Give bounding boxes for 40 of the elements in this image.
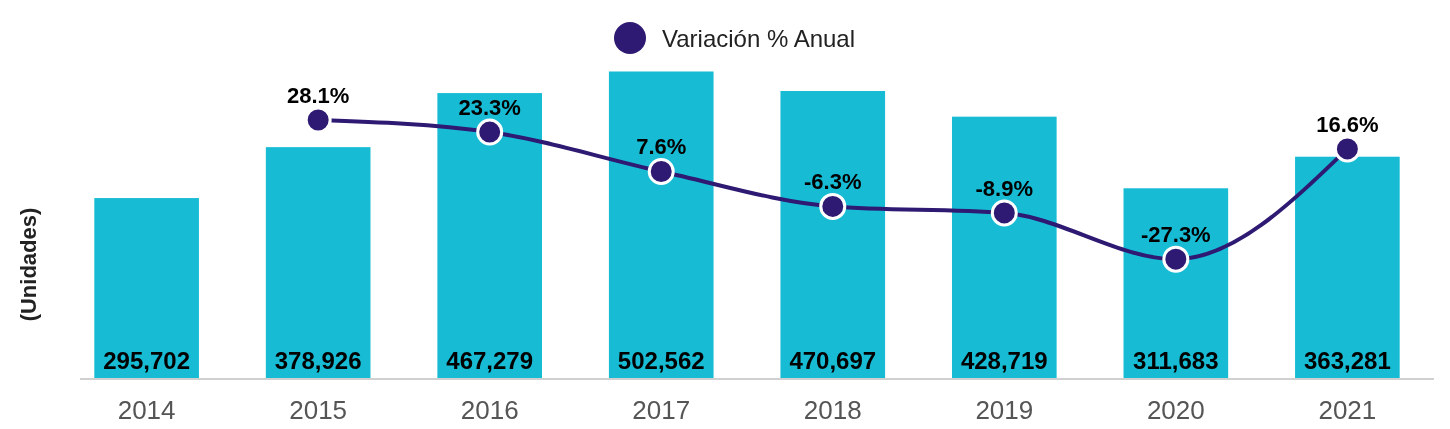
point — [304, 106, 332, 134]
point — [1162, 245, 1190, 273]
data-label: -8.9% — [975, 175, 1034, 201]
bar — [265, 147, 371, 379]
x-tick-label: 2021 — [1318, 395, 1377, 425]
y-axis-title: (Unidades) — [16, 207, 41, 322]
data-label: 311,683 — [1133, 347, 1219, 374]
x-tick-label: 2017 — [632, 395, 691, 425]
bar — [608, 71, 714, 379]
point — [647, 157, 675, 185]
point — [819, 192, 847, 220]
data-label: 295,702 — [103, 347, 191, 374]
point — [1333, 135, 1361, 163]
data-label: -6.3% — [804, 169, 862, 195]
data-label: 7.6% — [636, 134, 687, 160]
data-label: 28.1% — [286, 82, 350, 108]
point — [476, 118, 504, 146]
bar — [1295, 156, 1400, 379]
data-label: 378,926 — [274, 347, 362, 374]
bar — [951, 116, 1057, 379]
point — [990, 199, 1018, 227]
x-tick-label: 2019 — [975, 395, 1034, 425]
x-tick-label: 2018 — [803, 395, 862, 425]
bar — [780, 90, 886, 379]
data-label: -27.3% — [1140, 222, 1211, 248]
data-label: 470,697 — [789, 347, 877, 374]
x-tick-label: 2020 — [1146, 395, 1205, 425]
data-label: 23.3% — [458, 95, 521, 121]
bar — [437, 93, 543, 379]
data-label: 16.6% — [1316, 111, 1379, 137]
data-label: 363,281 — [1303, 347, 1391, 374]
x-tick-label: 2015 — [289, 395, 348, 425]
data-label: 428,719 — [960, 347, 1048, 374]
x-tick-label: 2014 — [117, 395, 176, 425]
x-tick-label: 2016 — [460, 395, 519, 425]
bar — [94, 198, 199, 379]
data-label: 502,562 — [617, 347, 705, 374]
bar — [1123, 188, 1229, 379]
data-label: 467,279 — [446, 347, 534, 374]
legend-label: Variación % Anual — [662, 25, 856, 52]
